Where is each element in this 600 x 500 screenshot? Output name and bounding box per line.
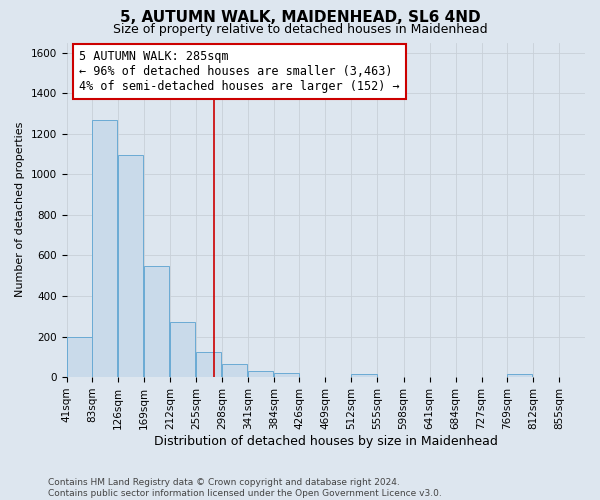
- Text: Size of property relative to detached houses in Maidenhead: Size of property relative to detached ho…: [113, 22, 487, 36]
- Bar: [170, 322, 196, 377]
- Y-axis label: Number of detached properties: Number of detached properties: [15, 122, 25, 298]
- Text: 5, AUTUMN WALK, MAIDENHEAD, SL6 4ND: 5, AUTUMN WALK, MAIDENHEAD, SL6 4ND: [119, 10, 481, 25]
- Bar: [248, 371, 274, 377]
- Text: 5 AUTUMN WALK: 285sqm
← 96% of detached houses are smaller (3,463)
4% of semi-de: 5 AUTUMN WALK: 285sqm ← 96% of detached …: [79, 50, 400, 92]
- Bar: [352, 374, 377, 377]
- X-axis label: Distribution of detached houses by size in Maidenhead: Distribution of detached houses by size …: [154, 434, 498, 448]
- Bar: [196, 352, 221, 377]
- Bar: [274, 373, 299, 377]
- Bar: [67, 336, 92, 377]
- Bar: [507, 374, 532, 377]
- Bar: [118, 155, 143, 377]
- Bar: [222, 364, 247, 377]
- Bar: [144, 266, 169, 377]
- Text: Contains HM Land Registry data © Crown copyright and database right 2024.
Contai: Contains HM Land Registry data © Crown c…: [48, 478, 442, 498]
- Bar: [92, 120, 118, 377]
